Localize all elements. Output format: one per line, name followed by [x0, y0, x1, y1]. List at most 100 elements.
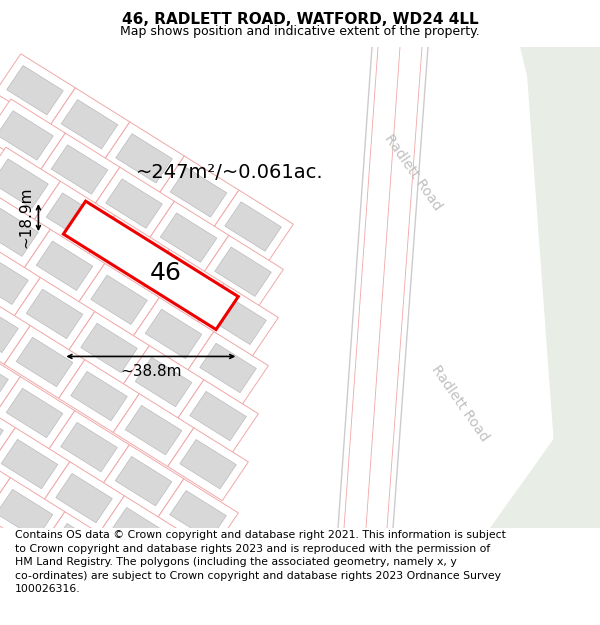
Polygon shape: [91, 275, 148, 324]
Polygon shape: [103, 445, 184, 518]
Polygon shape: [190, 391, 247, 441]
Polygon shape: [215, 247, 271, 296]
Polygon shape: [89, 215, 169, 288]
Text: ~247m²/~0.061ac.: ~247m²/~0.061ac.: [136, 162, 324, 181]
Polygon shape: [49, 411, 130, 484]
Polygon shape: [123, 346, 204, 418]
Polygon shape: [4, 326, 85, 398]
Polygon shape: [225, 202, 281, 251]
Polygon shape: [0, 159, 48, 208]
Polygon shape: [44, 462, 124, 534]
Polygon shape: [148, 580, 229, 625]
Polygon shape: [153, 530, 233, 602]
Polygon shape: [170, 491, 226, 540]
Polygon shape: [0, 195, 50, 268]
Polygon shape: [0, 428, 70, 501]
Polygon shape: [36, 241, 93, 291]
Polygon shape: [0, 342, 20, 416]
Polygon shape: [61, 99, 118, 149]
Polygon shape: [0, 303, 18, 352]
Polygon shape: [0, 147, 61, 220]
Polygon shape: [1, 439, 58, 489]
Polygon shape: [145, 309, 202, 359]
Polygon shape: [158, 479, 238, 552]
Polygon shape: [59, 359, 139, 432]
Polygon shape: [0, 405, 3, 454]
Polygon shape: [104, 122, 184, 195]
Polygon shape: [98, 496, 179, 569]
Polygon shape: [7, 66, 63, 115]
Polygon shape: [160, 592, 217, 625]
Polygon shape: [56, 473, 112, 522]
Text: ~38.8m: ~38.8m: [120, 364, 182, 379]
Polygon shape: [213, 190, 293, 263]
Polygon shape: [116, 134, 172, 183]
Polygon shape: [0, 394, 16, 466]
Polygon shape: [0, 291, 31, 364]
Polygon shape: [180, 439, 236, 489]
Polygon shape: [165, 541, 221, 591]
Polygon shape: [38, 512, 119, 584]
Polygon shape: [0, 111, 53, 160]
Polygon shape: [520, 47, 600, 374]
Polygon shape: [6, 388, 63, 438]
Polygon shape: [39, 133, 120, 206]
Polygon shape: [71, 371, 127, 421]
Polygon shape: [0, 243, 40, 316]
Polygon shape: [178, 379, 259, 452]
Polygon shape: [210, 295, 266, 344]
Polygon shape: [61, 422, 118, 472]
Polygon shape: [0, 354, 8, 404]
Polygon shape: [148, 201, 229, 274]
Polygon shape: [0, 489, 53, 539]
Polygon shape: [93, 546, 174, 619]
Polygon shape: [46, 193, 103, 242]
Polygon shape: [135, 357, 192, 407]
Polygon shape: [143, 249, 224, 322]
Polygon shape: [110, 508, 167, 557]
Text: ~18.9m: ~18.9m: [19, 187, 34, 248]
Text: Contains OS data © Crown copyright and database right 2021. This information is : Contains OS data © Crown copyright and d…: [15, 530, 506, 594]
Polygon shape: [113, 394, 194, 466]
Polygon shape: [94, 167, 175, 240]
Polygon shape: [115, 456, 172, 506]
Polygon shape: [0, 99, 65, 172]
Text: Radlett Road: Radlett Road: [428, 362, 491, 444]
Polygon shape: [81, 323, 137, 372]
Polygon shape: [188, 331, 268, 404]
Polygon shape: [158, 156, 239, 229]
Polygon shape: [0, 377, 75, 449]
Text: 46: 46: [150, 261, 182, 285]
Polygon shape: [0, 54, 76, 127]
Polygon shape: [0, 478, 65, 551]
Polygon shape: [200, 343, 256, 392]
Text: Map shows position and indicative extent of the property.: Map shows position and indicative extent…: [120, 26, 480, 39]
Polygon shape: [0, 444, 10, 516]
Polygon shape: [133, 298, 214, 370]
Polygon shape: [49, 88, 130, 161]
Polygon shape: [51, 145, 108, 194]
Polygon shape: [79, 263, 160, 336]
Polygon shape: [14, 278, 95, 350]
Polygon shape: [51, 524, 107, 573]
Polygon shape: [106, 179, 163, 228]
Polygon shape: [170, 168, 227, 217]
Polygon shape: [34, 181, 115, 254]
Polygon shape: [490, 374, 600, 528]
Text: 46, RADLETT ROAD, WATFORD, WD24 4LL: 46, RADLETT ROAD, WATFORD, WD24 4LL: [122, 12, 478, 27]
Polygon shape: [203, 235, 283, 308]
Text: Radlett Road: Radlett Road: [382, 131, 445, 212]
Polygon shape: [168, 428, 248, 501]
Polygon shape: [198, 283, 278, 356]
Polygon shape: [160, 213, 217, 262]
Polygon shape: [16, 338, 73, 387]
Polygon shape: [24, 229, 105, 302]
Polygon shape: [525, 47, 600, 528]
Polygon shape: [26, 289, 83, 339]
Polygon shape: [0, 255, 28, 304]
Polygon shape: [155, 261, 212, 311]
Polygon shape: [125, 406, 182, 455]
Polygon shape: [64, 201, 238, 329]
Polygon shape: [105, 558, 162, 607]
Polygon shape: [0, 207, 38, 256]
